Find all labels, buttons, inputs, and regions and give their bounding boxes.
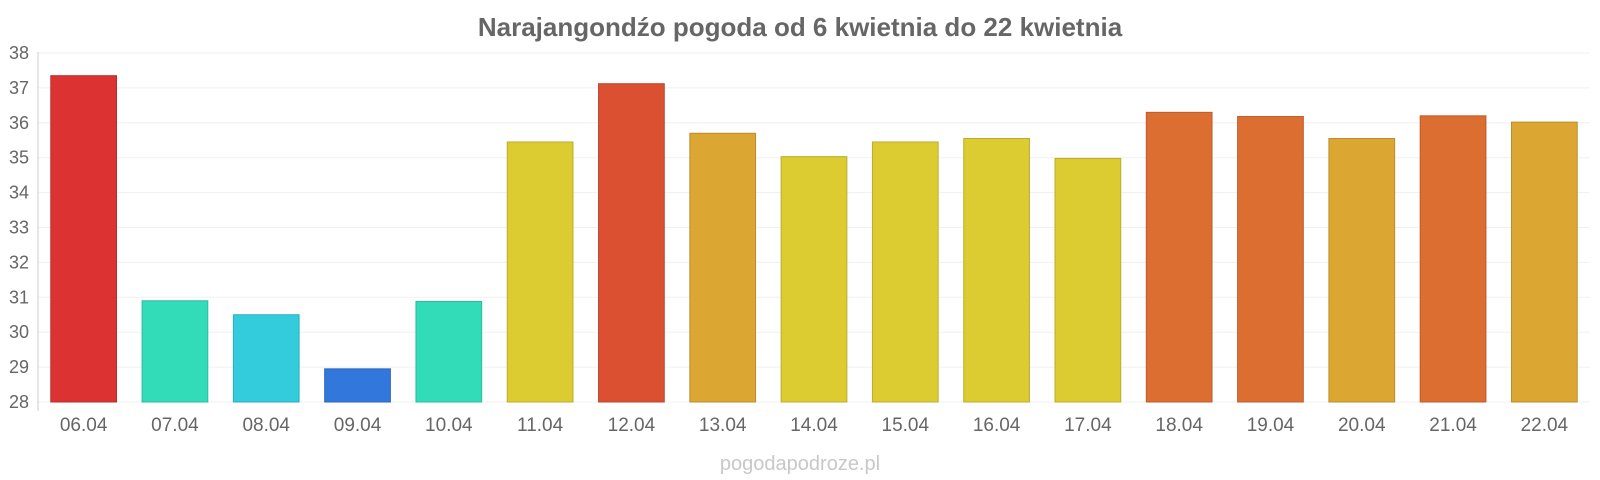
bar-14.04 (780, 156, 848, 403)
y-axis-ticks: 28 29 30 31 32 33 34 35 36 37 38 (9, 43, 29, 412)
bar-12.04 (598, 83, 665, 403)
bar-19.04 (1237, 116, 1304, 403)
footer-credit: pogodapodroze.pl (720, 453, 880, 475)
chart-title: Narajangondźo pogoda od 6 kwietnia do 22… (478, 12, 1123, 42)
bar-15.04 (871, 141, 939, 403)
y-tick-label: 28 (9, 392, 29, 412)
bar-13.04 (689, 132, 757, 403)
x-tick-label: 11.04 (517, 415, 564, 436)
y-tick-label: 31 (9, 287, 29, 307)
y-tick-label: 33 (9, 218, 29, 238)
x-tick-label: 17.04 (1064, 415, 1112, 436)
x-tick-label: 07.04 (151, 415, 199, 436)
x-tick-label: 21.04 (1429, 415, 1477, 436)
x-tick-label: 19.04 (1247, 415, 1295, 436)
y-tick-label: 30 (9, 322, 29, 342)
x-axis-ticks: 06.04 07.04 08.04 09.04 10.04 11.04 12.04 13.04… (60, 415, 1569, 436)
bar-18.04 (1145, 111, 1213, 403)
x-tick-label: 09.04 (334, 415, 382, 436)
x-tick-label: 15.04 (882, 415, 930, 436)
bar-10.04 (415, 300, 483, 403)
x-tick-label: 14.04 (790, 415, 838, 436)
x-tick-label: 10.04 (425, 415, 473, 436)
y-tick-label: 36 (9, 113, 29, 133)
bar-08.04 (232, 314, 300, 403)
x-tick-label: 13.04 (699, 415, 747, 436)
x-tick-label: 12.04 (608, 415, 656, 436)
bar-09.04 (324, 368, 391, 403)
bar-06.04 (50, 75, 118, 403)
bar-11.04 (506, 141, 574, 403)
x-tick-label: 16.04 (973, 415, 1021, 436)
y-tick-label: 29 (9, 357, 29, 377)
bar-16.04 (963, 138, 1030, 403)
x-tick-label: 18.04 (1155, 415, 1203, 436)
y-tick-label: 37 (9, 78, 29, 98)
bar-22.04 (1510, 121, 1578, 403)
x-tick-label: 20.04 (1338, 415, 1386, 436)
x-tick-label: 08.04 (242, 415, 290, 436)
bars (50, 75, 1578, 403)
y-tick-label: 32 (9, 252, 29, 272)
y-tick-label: 38 (9, 43, 29, 63)
bar-07.04 (141, 300, 209, 403)
x-tick-label: 22.04 (1521, 415, 1569, 436)
x-tick-label: 06.04 (60, 415, 108, 436)
bar-21.04 (1419, 115, 1487, 403)
bar-17.04 (1054, 157, 1122, 403)
y-tick-label: 34 (9, 183, 29, 203)
y-tick-label: 35 (9, 148, 29, 168)
bar-20.04 (1328, 138, 1396, 403)
